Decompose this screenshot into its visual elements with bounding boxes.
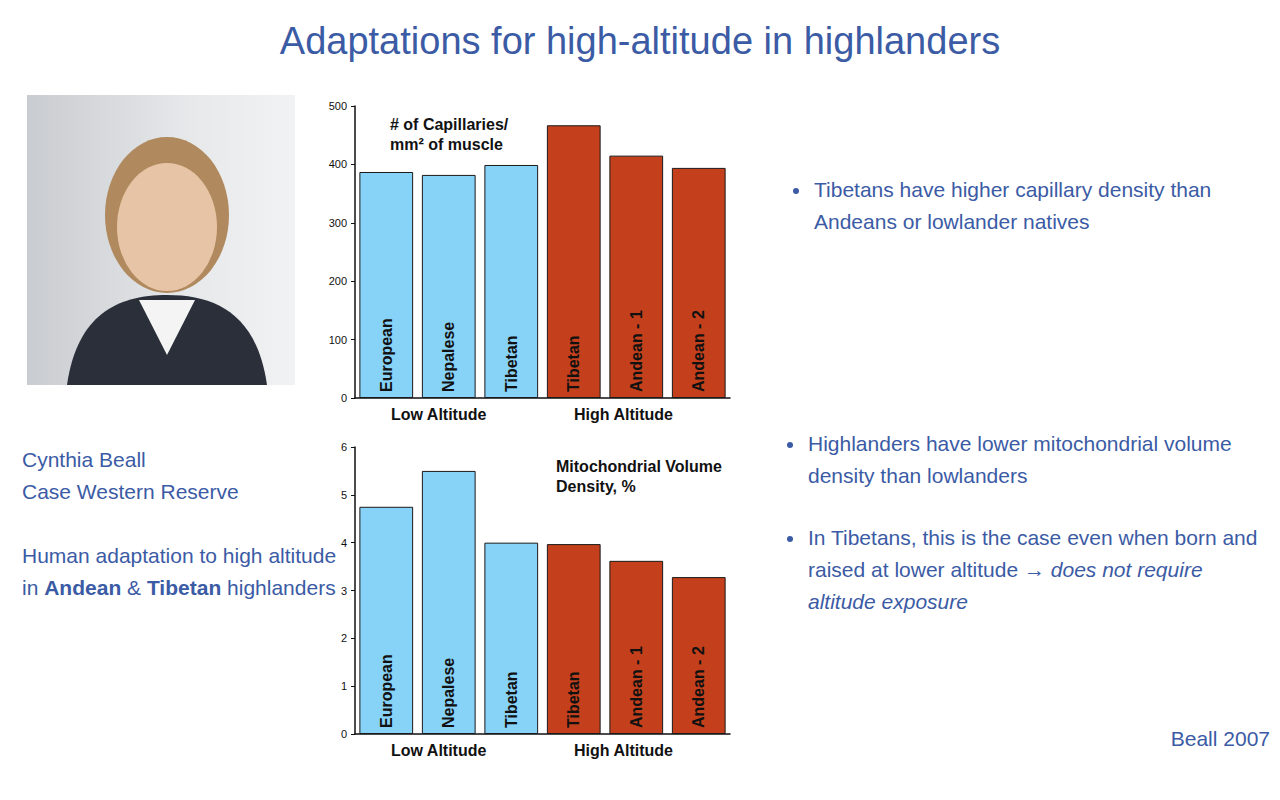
svg-text:Andean - 2: Andean - 2 bbox=[690, 310, 707, 392]
html-text:Adaptations for high-altitude: Adaptations for high-altitude in highlan… bbox=[279, 20, 1001, 62]
svg-text:Nepalese: Nepalese bbox=[440, 658, 457, 728]
svg-text:200: 200 bbox=[329, 275, 347, 287]
svg-text:Tibetan: Tibetan bbox=[565, 335, 582, 392]
html-text:in Andean & Tibetan highlander: in Andean & Tibetan highlanders bbox=[22, 576, 336, 599]
svg-text:Density, %: Density, % bbox=[556, 478, 636, 495]
html-text:Case Western Reserve: Case Western Reserve bbox=[22, 480, 239, 503]
svg-text:500: 500 bbox=[329, 100, 347, 112]
svg-text:6: 6 bbox=[341, 441, 347, 453]
svg-text:High Altitude: High Altitude bbox=[574, 406, 673, 423]
html-text:Highlanders have lower mitocho: Highlanders have lower mitochondrial vol… bbox=[808, 432, 1232, 487]
svg-text:Low Altitude: Low Altitude bbox=[391, 406, 486, 423]
svg-text:Nepalese: Nepalese bbox=[440, 322, 457, 392]
svg-text:3: 3 bbox=[341, 585, 347, 597]
svg-text:Andean - 2: Andean - 2 bbox=[690, 646, 707, 728]
svg-text:Andean - 1: Andean - 1 bbox=[628, 646, 645, 728]
svg-text:mm² of muscle: mm² of muscle bbox=[390, 136, 503, 153]
svg-text:Andean - 1: Andean - 1 bbox=[628, 310, 645, 392]
svg-text:5: 5 bbox=[341, 489, 347, 501]
svg-text:300: 300 bbox=[329, 217, 347, 229]
svg-text:4: 4 bbox=[341, 537, 347, 549]
html-text:Tibetans have higher capillary: Tibetans have higher capillary density t… bbox=[814, 178, 1212, 233]
svg-text:Tibetan: Tibetan bbox=[503, 671, 520, 728]
svg-text:European: European bbox=[378, 654, 395, 728]
svg-text:400: 400 bbox=[329, 158, 347, 170]
svg-text:100: 100 bbox=[329, 334, 347, 346]
svg-text:Tibetan: Tibetan bbox=[565, 671, 582, 728]
svg-text:0: 0 bbox=[341, 728, 347, 740]
html-text:Cynthia Beall: Cynthia Beall bbox=[22, 448, 146, 471]
svg-text:Tibetan: Tibetan bbox=[503, 335, 520, 392]
svg-text:High Altitude: High Altitude bbox=[574, 742, 673, 759]
html-text:Human adaptation to high altit: Human adaptation to high altitude bbox=[22, 544, 337, 567]
svg-text:2: 2 bbox=[341, 632, 347, 644]
svg-text:Mitochondrial Volume: Mitochondrial Volume bbox=[556, 458, 722, 475]
html-text:Beall 2007: Beall 2007 bbox=[1170, 727, 1270, 750]
svg-text:1: 1 bbox=[341, 680, 347, 692]
svg-text:Low Altitude: Low Altitude bbox=[391, 742, 486, 759]
svg-text:European: European bbox=[378, 318, 395, 392]
svg-text:# of Capillaries/: # of Capillaries/ bbox=[390, 116, 509, 133]
html-text:In Tibetans, this is the case: In Tibetans, this is the case even when … bbox=[808, 526, 1258, 613]
svg-text:0: 0 bbox=[341, 392, 347, 404]
